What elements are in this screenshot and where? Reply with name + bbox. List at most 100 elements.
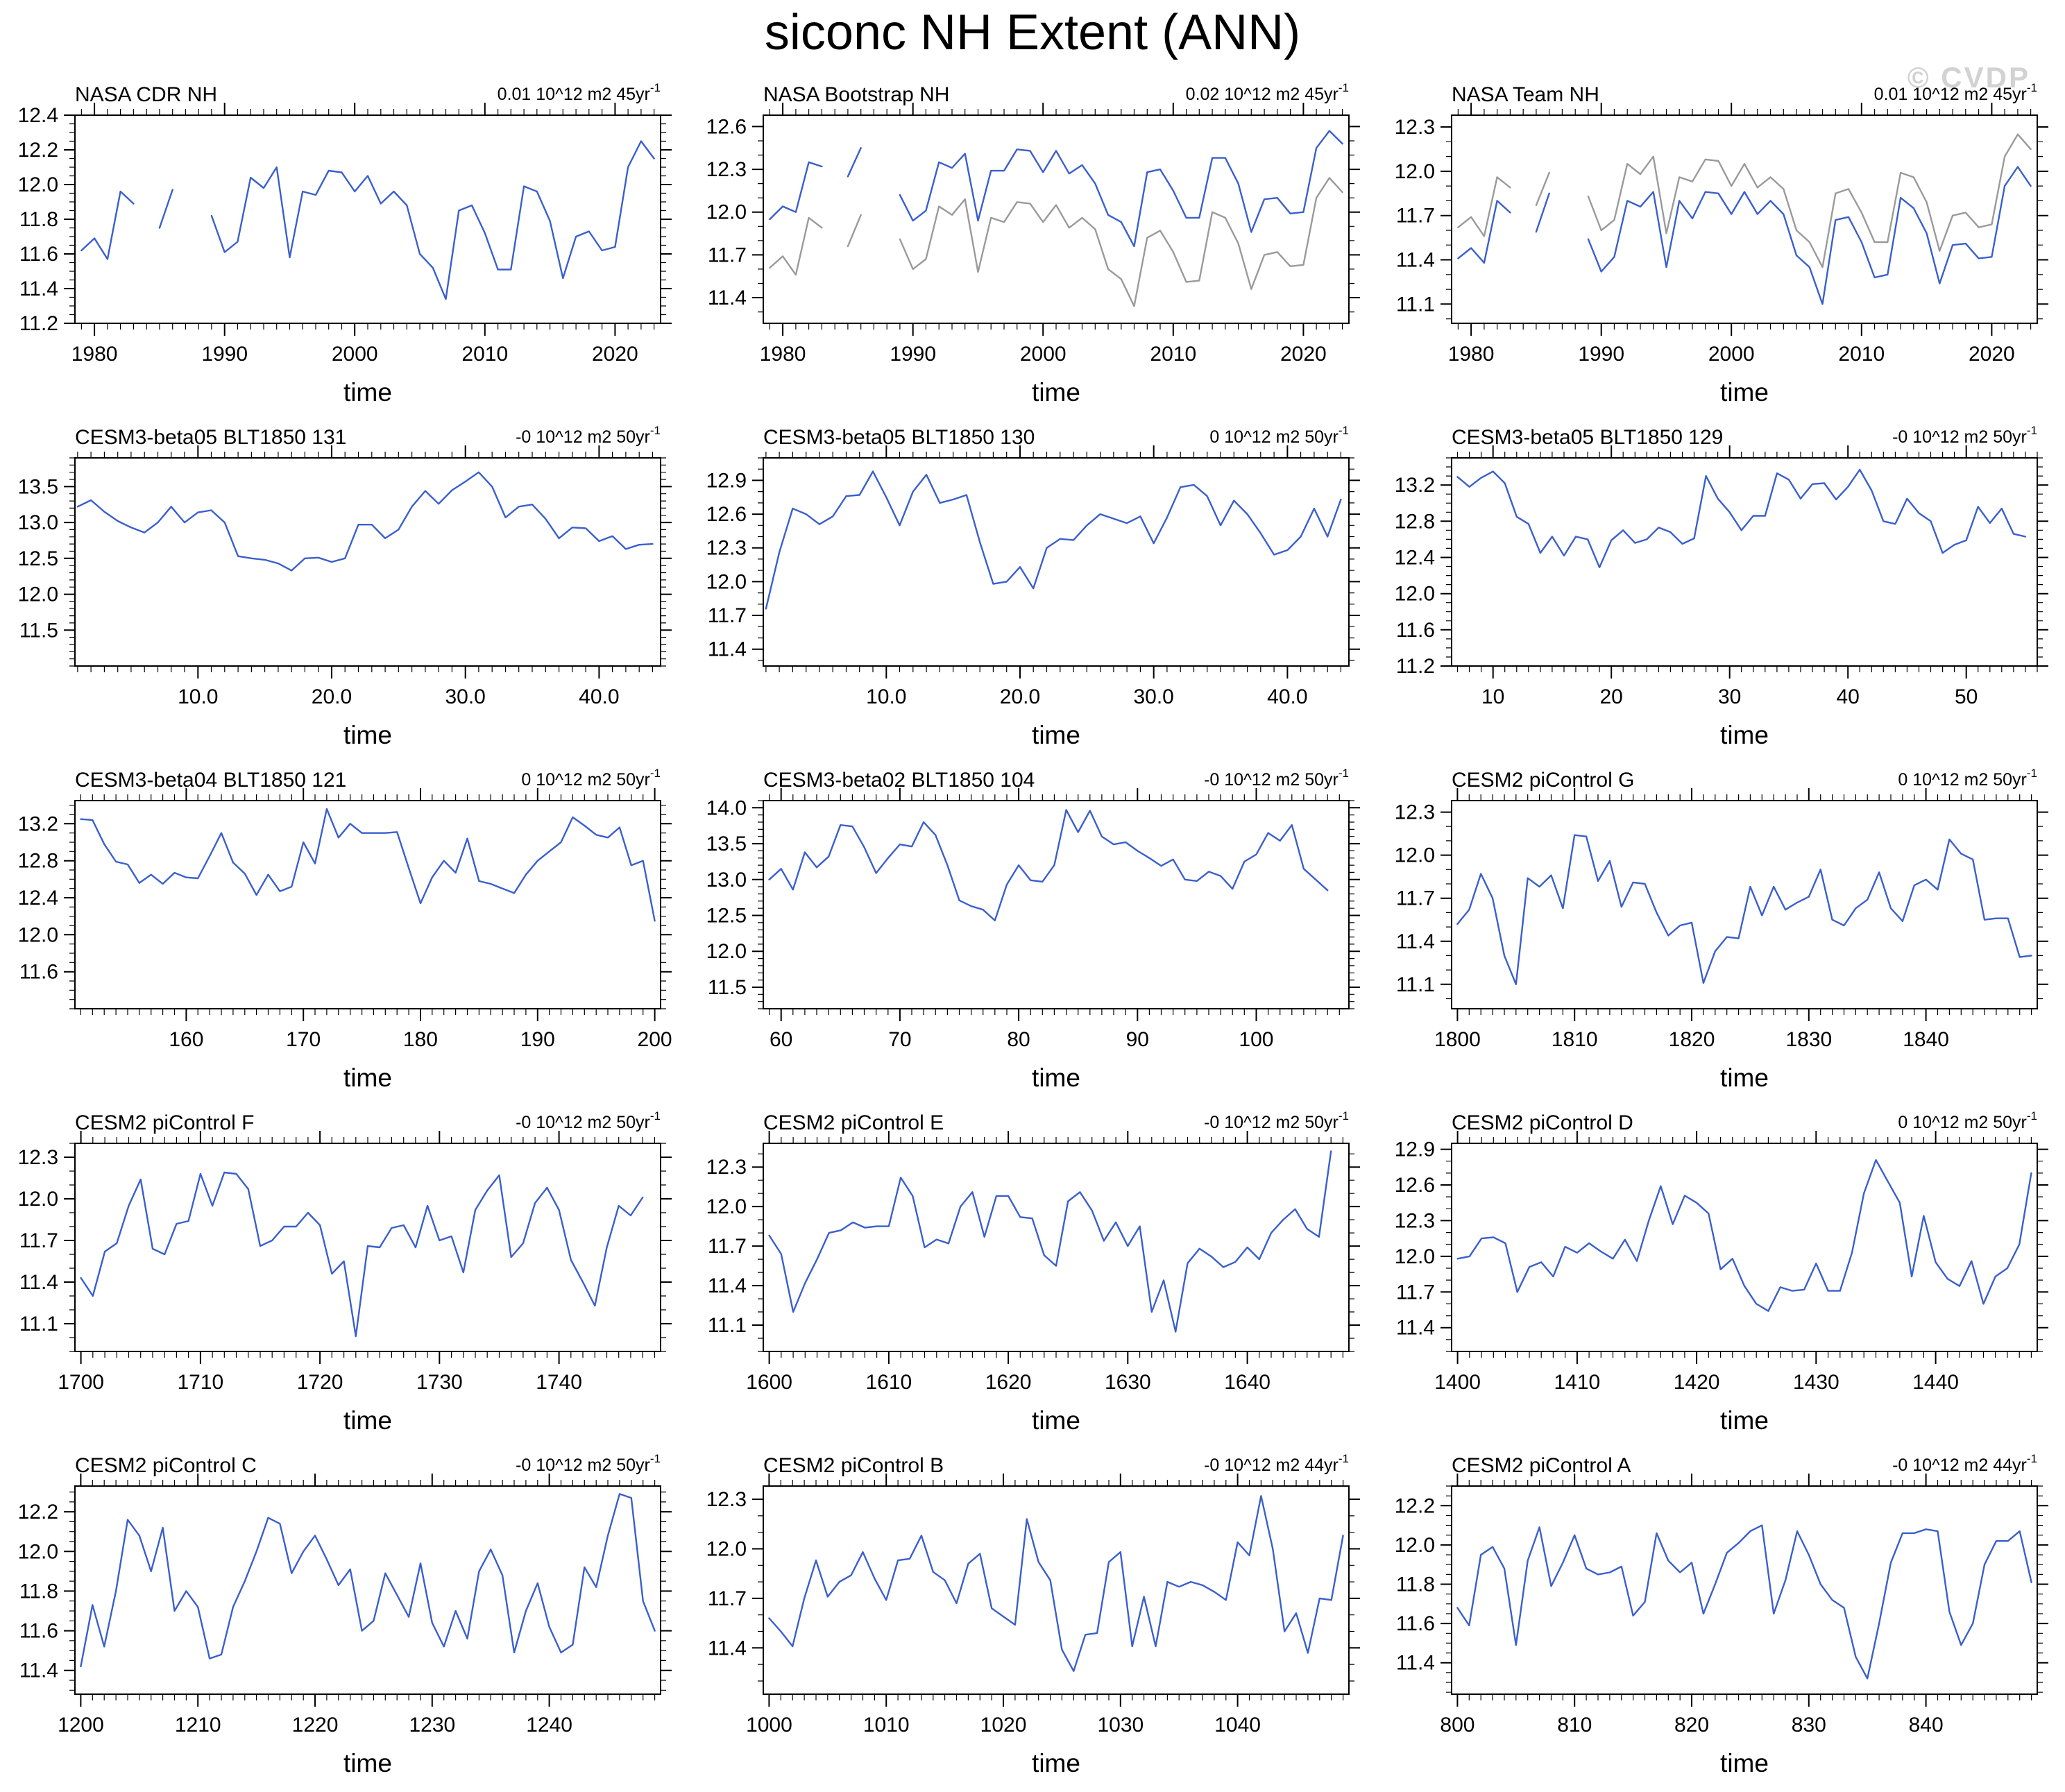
x-axis-label: time — [343, 721, 392, 749]
plot-area — [763, 1143, 1350, 1352]
y-tick-label: 12.0 — [706, 1195, 747, 1218]
y-tick-label: 12.0 — [706, 1537, 747, 1560]
x-tick-label: 1700 — [58, 1371, 104, 1394]
y-tick-label: 13.2 — [1395, 474, 1435, 497]
x-tick-label: 1440 — [1912, 1371, 1959, 1394]
series-line — [1456, 468, 2027, 568]
x-tick-label: 50 — [1955, 685, 1978, 708]
series-line — [80, 808, 656, 922]
x-axis-label: time — [1720, 1749, 1769, 1777]
chart-panel: CESM3-beta05 BLT1850 130 0 10^12 m2 50yr-… — [688, 418, 1377, 760]
y-tick-label: 11.8 — [1396, 1573, 1435, 1596]
y-tick-label: 11.4 — [1396, 1317, 1435, 1340]
y-tick-label: 11.7 — [708, 1235, 747, 1258]
x-axis-label: time — [1032, 1749, 1080, 1777]
y-tick-label: 11.7 — [19, 1229, 58, 1252]
plot-area — [74, 800, 661, 1009]
minor-ticks — [758, 794, 1354, 1015]
x-tick-label: 1230 — [409, 1714, 455, 1736]
chart-panel: CESM2 piControl G 0 10^12 m2 50yr-1 1800 18… — [1377, 760, 2065, 1103]
plot-area — [74, 1485, 661, 1695]
x-axis-label: time — [343, 1064, 392, 1092]
series-line — [765, 470, 1342, 610]
minor-ticks — [758, 1137, 1354, 1358]
series-line — [1457, 166, 2032, 305]
chart-panel: CESM3-beta04 BLT1850 121 0 10^12 m2 50yr-… — [0, 760, 688, 1103]
y-tick-label: 12.3 — [18, 1146, 58, 1169]
y-tick-label: 12.6 — [706, 115, 747, 138]
chart-title: CESM3-beta05 BLT1850 131 — [75, 426, 346, 449]
x-tick-label: 1630 — [1105, 1371, 1151, 1394]
y-tick-label: 12.0 — [1395, 583, 1435, 606]
y-tick-label: 12.3 — [706, 537, 747, 560]
y-tick-label: 11.7 — [1396, 205, 1435, 228]
y-tick-label: 12.4 — [18, 887, 58, 910]
minor-ticks — [69, 794, 666, 1015]
major-ticks — [1441, 1474, 2048, 1707]
chart-svg: CESM3-beta05 BLT1850 129 -0 10^12 m2 50yr… — [1395, 424, 2048, 749]
x-tick-label: 200 — [638, 1028, 672, 1051]
y-tick-label: 12.9 — [1395, 1138, 1435, 1161]
y-tick-label: 12.3 — [1395, 116, 1435, 139]
x-axis-label: time — [1720, 1064, 1769, 1092]
y-tick-label: 11.5 — [708, 976, 747, 999]
series-line — [80, 1171, 644, 1338]
y-tick-label: 13.2 — [18, 812, 58, 835]
y-tick-label: 12.6 — [706, 503, 747, 526]
y-tick-label: 11.4 — [708, 638, 747, 661]
y-tick-label: 11.4 — [19, 278, 58, 300]
x-tick-label: 1410 — [1554, 1371, 1600, 1394]
y-tick-label: 12.2 — [18, 139, 58, 162]
x-tick-label: 1820 — [1669, 1028, 1715, 1051]
plot-area — [1451, 114, 2038, 324]
x-tick-label: 30 — [1718, 685, 1741, 708]
x-tick-label: 100 — [1239, 1028, 1273, 1051]
minor-ticks — [1446, 1480, 2043, 1700]
y-tick-label: 11.2 — [1396, 655, 1435, 678]
x-axis-label: time — [343, 1406, 392, 1435]
y-tick-label: 12.0 — [1395, 844, 1435, 867]
major-ticks — [64, 445, 672, 679]
x-tick-label: 10 — [1481, 685, 1504, 708]
x-tick-label: 2020 — [592, 343, 638, 366]
x-tick-label: 2020 — [1280, 343, 1327, 366]
chart-svg: CESM2 piControl A -0 10^12 m2 44yr-1 800 81… — [1395, 1452, 2048, 1777]
x-tick-label: 820 — [1674, 1714, 1709, 1736]
y-tick-label: 12.4 — [18, 104, 58, 127]
y-tick-label: 11.4 — [1396, 249, 1435, 272]
chart-svg: NASA Bootstrap NH 0.02 10^12 m2 45yr-1 198… — [706, 81, 1360, 407]
chart-panel: CESM3-beta05 BLT1850 131 -0 10^12 m2 50yr… — [0, 418, 688, 760]
x-tick-label: 1620 — [985, 1371, 1032, 1394]
chart-title: CESM2 piControl G — [1452, 769, 1634, 792]
cvdp-watermark: © CVDP — [1907, 61, 2030, 94]
x-tick-label: 1710 — [177, 1371, 223, 1394]
x-tick-label: 1980 — [71, 343, 118, 366]
trend-label: 0.02 10^12 m2 45yr-1 — [1186, 81, 1349, 104]
y-tick-label: 12.4 — [1395, 546, 1435, 569]
page-title: siconc NH Extent (ANN) — [764, 5, 1301, 60]
y-tick-label: 13.0 — [18, 511, 58, 534]
chart-svg: NASA CDR NH 0.01 10^12 m2 45yr-1 1980 1990 2… — [18, 81, 672, 407]
chart-panel: NASA Bootstrap NH 0.02 10^12 m2 45yr-1 198… — [688, 75, 1377, 418]
y-tick-label: 12.0 — [1395, 1245, 1435, 1268]
y-tick-label: 12.3 — [1395, 801, 1435, 824]
x-axis-label: time — [1032, 1064, 1080, 1092]
y-tick-label: 11.7 — [1396, 887, 1435, 910]
chart-title: CESM2 piControl A — [1452, 1454, 1631, 1477]
chart-panel: CESM2 piControl D 0 10^12 m2 50yr-1 1400 14… — [1377, 1103, 2065, 1446]
plot-area — [1451, 1485, 2038, 1695]
trend-label: 0.01 10^12 m2 45yr-1 — [498, 81, 661, 104]
y-tick-label: 11.6 — [19, 1620, 58, 1643]
y-tick-label: 13.5 — [18, 475, 58, 498]
y-tick-label: 12.8 — [1395, 510, 1435, 533]
x-tick-label: 830 — [1792, 1714, 1826, 1736]
chart-panel: NASA Team NH 0.01 10^12 m2 45yr-1 1980 1990… — [1377, 75, 2065, 418]
y-tick-label: 13.0 — [706, 869, 747, 891]
minor-ticks — [1446, 109, 2043, 330]
major-ticks — [64, 1474, 672, 1707]
major-ticks — [64, 103, 672, 336]
chart-title: CESM2 piControl D — [1452, 1111, 1633, 1134]
y-tick-label: 11.1 — [19, 1313, 58, 1336]
series-line — [1456, 1524, 2032, 1680]
y-tick-label: 12.0 — [18, 583, 58, 606]
